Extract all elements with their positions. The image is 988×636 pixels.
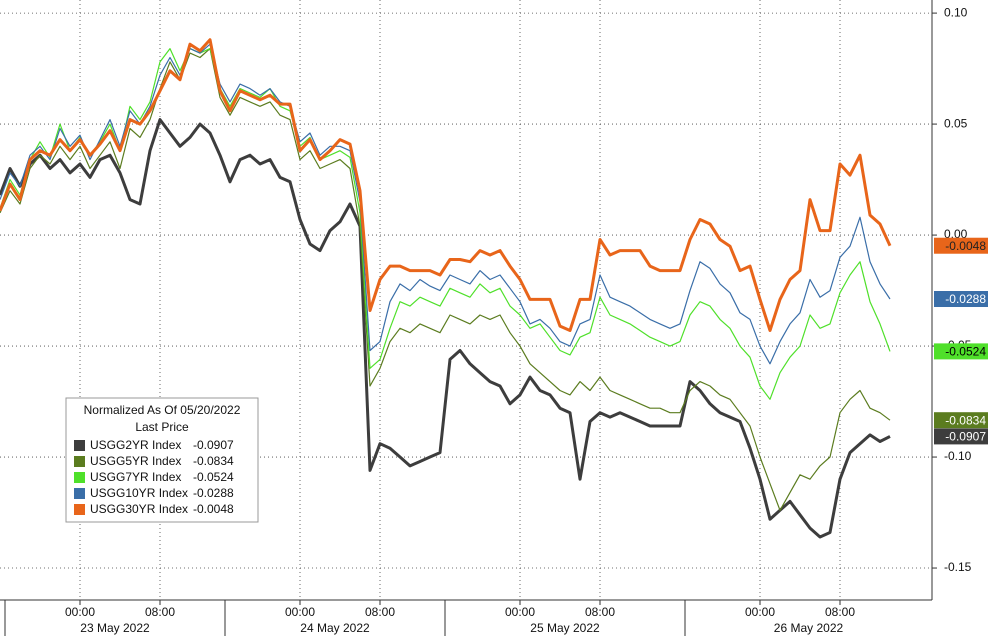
lines: [0, 38, 892, 539]
day-label: 26 May 2022: [774, 621, 844, 635]
x-tick-label: 08:00: [145, 605, 175, 619]
legend-label: USGG10YR Index: [90, 486, 188, 500]
day-label: 23 May 2022: [80, 621, 150, 635]
legend-subtitle: Last Price: [135, 420, 189, 434]
last-value-label: -0.0048: [945, 239, 986, 253]
last-value-tag: [934, 343, 988, 360]
last-value-label: -0.0288: [945, 292, 986, 306]
series-line: [0, 43, 891, 365]
legend-label: USGG7YR Index: [90, 470, 181, 484]
legend-box: [65, 397, 259, 523]
last-value-label: -0.0834: [945, 413, 986, 427]
last-value-label: -0.0907: [945, 430, 986, 444]
last-value-label: -0.0524: [945, 345, 986, 359]
x-tick-label: 00:00: [285, 605, 315, 619]
legend-title: Normalized As Of 05/20/2022: [84, 403, 241, 417]
legend-value: -0.0048: [193, 502, 234, 516]
y-tick-label: 0.05: [944, 116, 968, 130]
last-value-tag: [934, 412, 988, 429]
x-tick-label: 00:00: [505, 605, 535, 619]
legend-swatch: [74, 440, 85, 451]
series-line: [0, 38, 892, 332]
day-label: 25 May 2022: [530, 621, 600, 635]
legend-value: -0.0288: [193, 486, 234, 500]
x-tick-label: 08:00: [825, 605, 855, 619]
x-tick-label: 08:00: [585, 605, 615, 619]
y-tick-label: -0.15: [944, 560, 972, 574]
series-line: [0, 48, 891, 511]
grid: [0, 0, 932, 600]
last-value-tag: [934, 428, 988, 445]
x-tick-label: 08:00: [365, 605, 395, 619]
axes: 0.100.050.00-0.05-0.10-0.1500:0008:0000:…: [4, 5, 988, 636]
legend-label: USGG5YR Index: [90, 454, 181, 468]
legend-swatch: [74, 488, 85, 499]
legend-swatch: [74, 472, 85, 483]
y-tick-label: 0.10: [944, 5, 968, 19]
last-value-tag: [934, 291, 988, 308]
series-line: [0, 118, 891, 539]
legend-label: USGG30YR Index: [90, 502, 188, 516]
day-label: 24 May 2022: [300, 621, 370, 635]
legend-swatch: [74, 456, 85, 467]
legend-value: -0.0834: [193, 454, 234, 468]
x-tick-label: 00:00: [745, 605, 775, 619]
last-value-tag: [934, 237, 988, 254]
y-tick-label: -0.10: [944, 449, 972, 463]
x-tick-label: 00:00: [65, 605, 95, 619]
legend-label: USGG2YR Index: [90, 438, 181, 452]
legend: Normalized As Of 05/20/2022 Last Price U…: [65, 397, 259, 523]
series-line: [0, 48, 891, 400]
legend-value: -0.0524: [193, 470, 234, 484]
legend-swatch: [74, 504, 85, 515]
legend-value: -0.0907: [193, 438, 234, 452]
